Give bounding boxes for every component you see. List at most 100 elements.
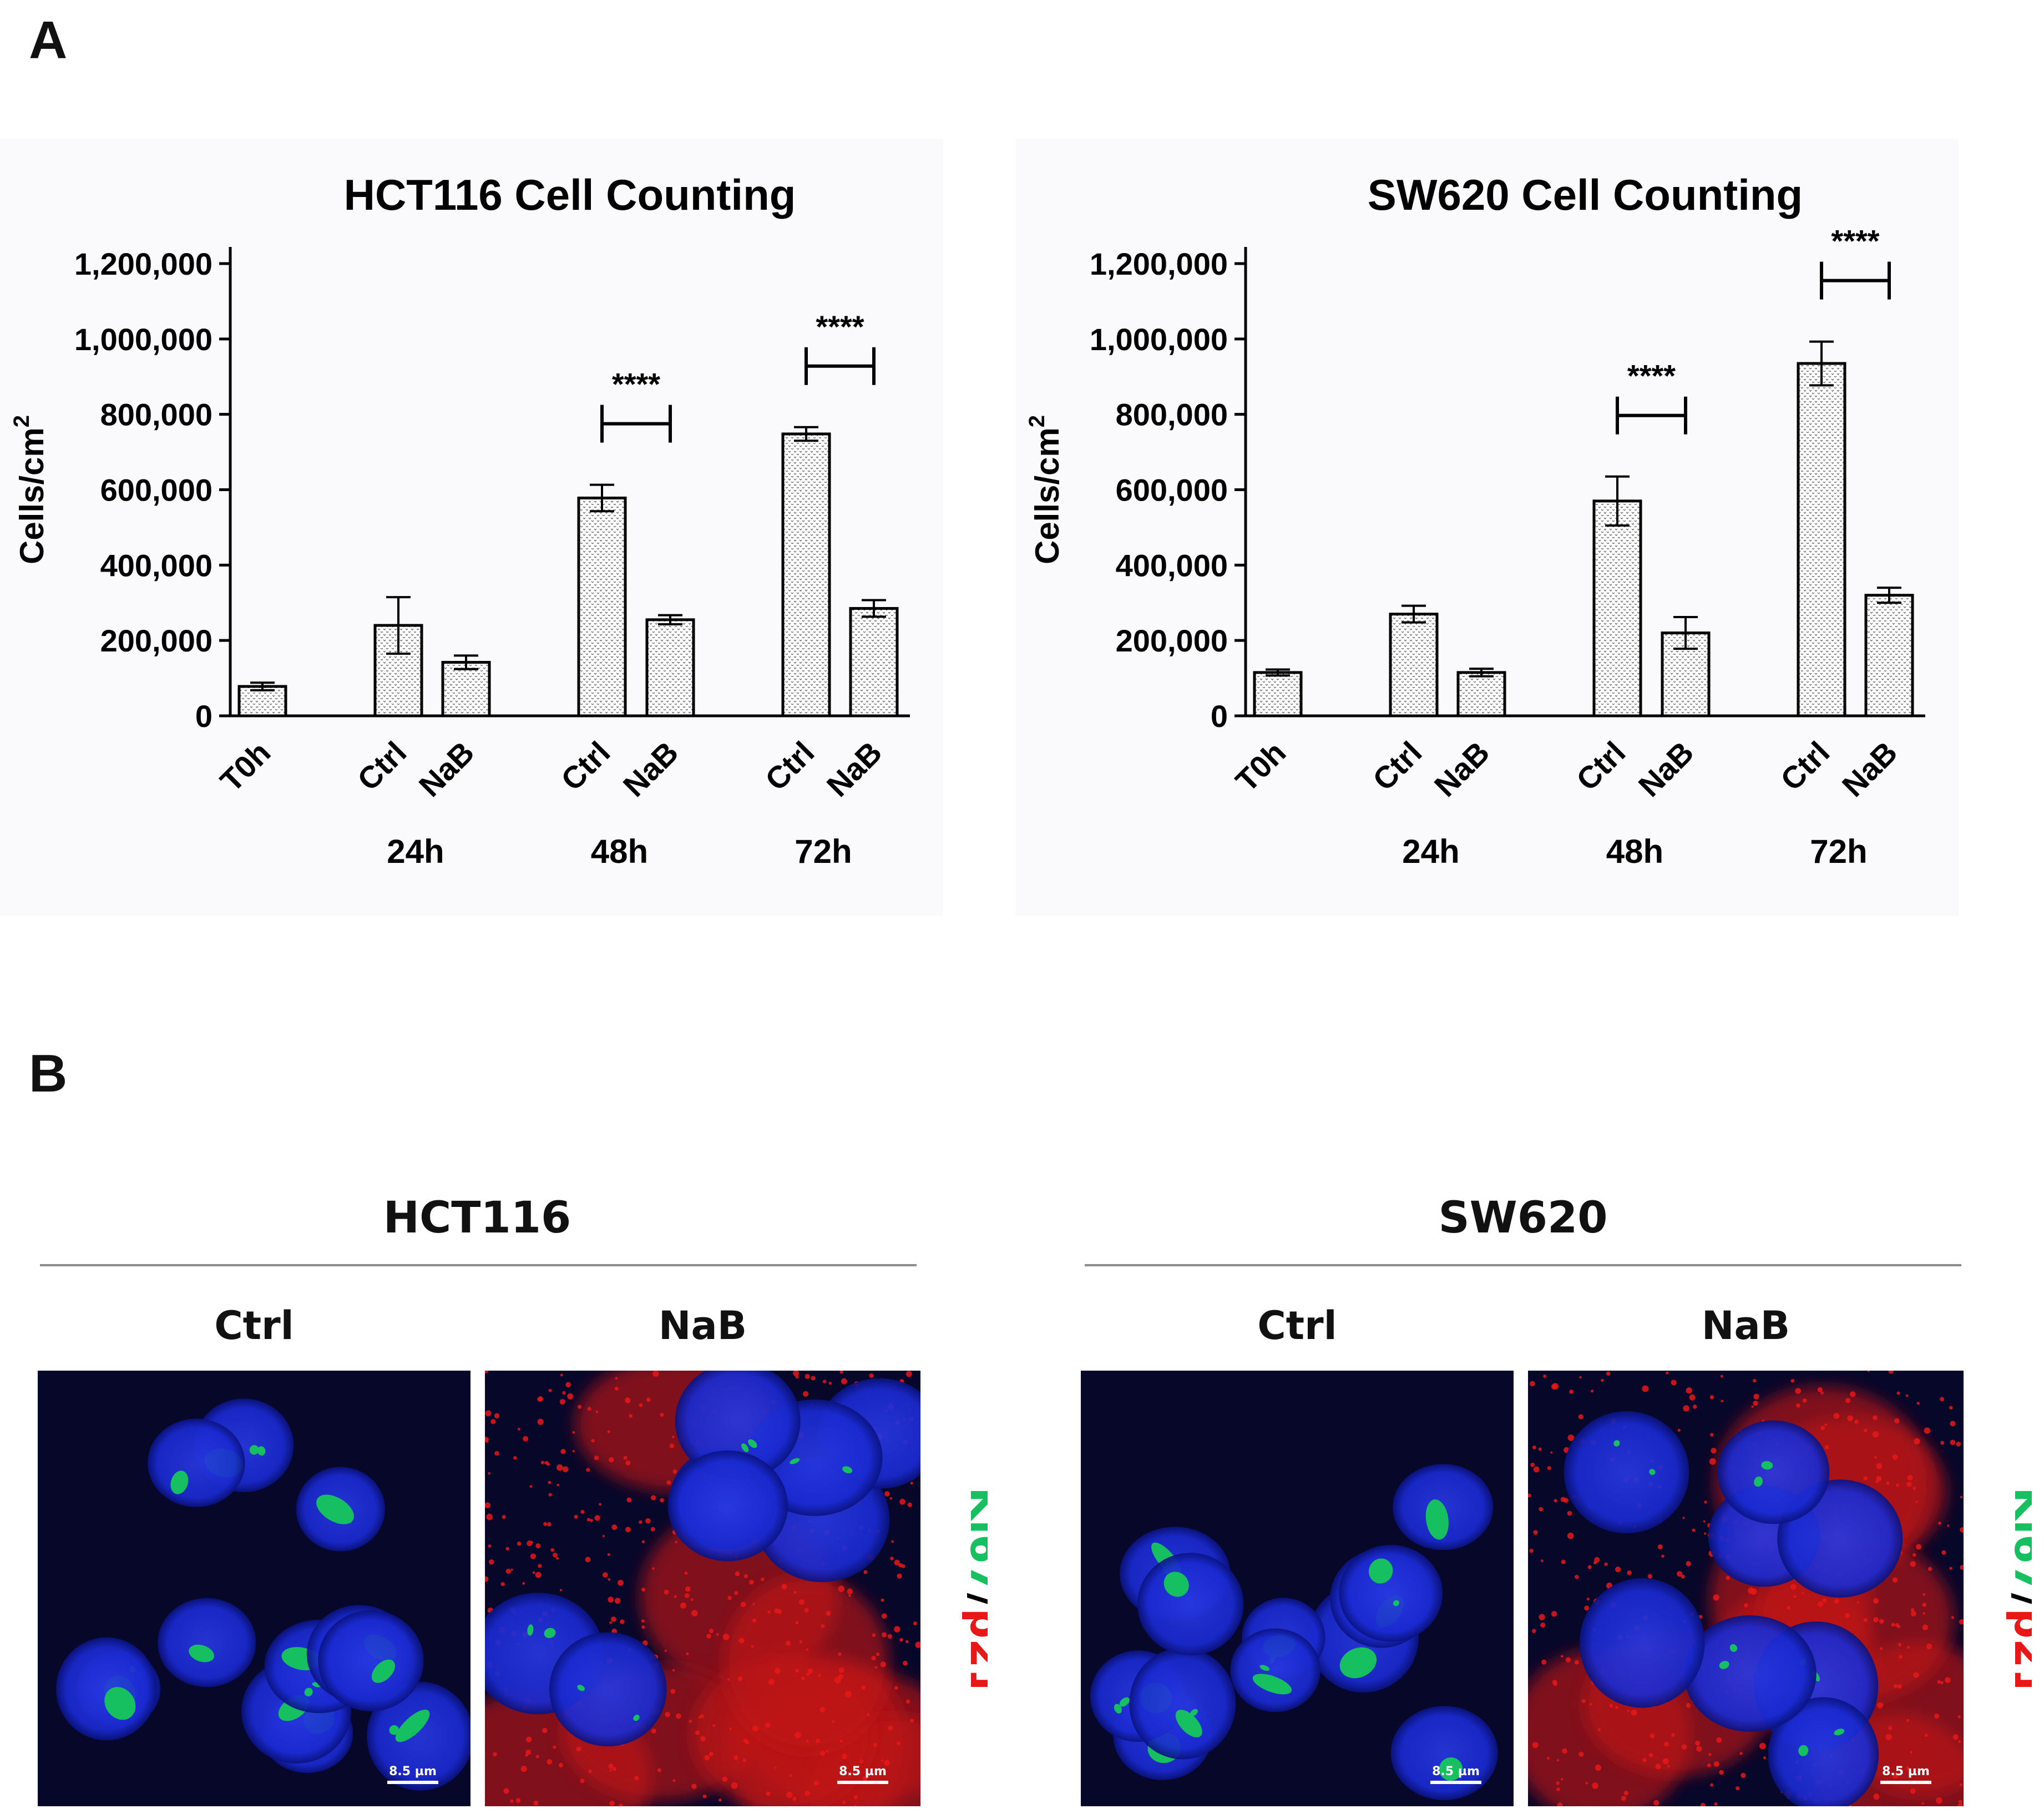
p21-puncta: [1661, 1554, 1664, 1558]
p21-puncta: [890, 1557, 894, 1560]
p21-puncta: [494, 1451, 499, 1456]
p21-puncta: [1709, 1395, 1714, 1399]
p21-puncta: [1938, 1522, 1941, 1525]
p21-puncta: [899, 1499, 905, 1505]
p21-puncta: [599, 1503, 601, 1506]
significance-label: ****: [1831, 224, 1879, 259]
p21-puncta: [1578, 1751, 1584, 1757]
ki67-signal: [1729, 1644, 1738, 1652]
sw620-heading: SW620: [1438, 1193, 1608, 1243]
p21-puncta: [838, 1652, 842, 1656]
p21-puncta: [881, 1598, 884, 1602]
p21-puncta: [1569, 1389, 1574, 1394]
p21-puncta: [641, 1540, 645, 1544]
ki67-signal: [1175, 1710, 1202, 1738]
p21-puncta: [805, 1790, 811, 1796]
ki67-signal: [842, 1466, 853, 1473]
y-tick-label: 200,000: [100, 623, 213, 658]
p21-puncta: [1910, 1751, 1913, 1754]
p21-puncta: [1790, 1584, 1797, 1590]
p21-puncta: [1867, 1371, 1870, 1372]
p21-puncta: [1663, 1741, 1669, 1747]
p21-puncta: [854, 1805, 857, 1806]
svg-text:Ki67/p21: Ki67/p21: [961, 1487, 988, 1687]
p21-puncta: [828, 1381, 832, 1385]
p21-puncta: [1689, 1394, 1696, 1401]
p21-puncta: [1913, 1487, 1916, 1490]
scale-bar: 8.5 µm: [387, 1765, 438, 1784]
p21-puncta: [634, 1776, 639, 1781]
nucleus: [1390, 1706, 1498, 1801]
p21-puncta: [1856, 1601, 1859, 1604]
p21-puncta: [1916, 1402, 1920, 1405]
p21-puncta: [657, 1768, 661, 1772]
p21-puncta: [485, 1576, 489, 1582]
p21-puncta: [1595, 1764, 1602, 1771]
y-tick-label: 400,000: [1116, 548, 1228, 583]
p21-label: p21: [961, 1608, 988, 1687]
p21-puncta: [1940, 1441, 1945, 1445]
p21-puncta: [1627, 1709, 1630, 1712]
nucleus: [1339, 1545, 1443, 1642]
p21-puncta: [1879, 1619, 1884, 1624]
p21-puncta: [1677, 1428, 1681, 1432]
p21-puncta: [547, 1522, 552, 1527]
p21-puncta: [1615, 1705, 1619, 1710]
p21-puncta: [1716, 1737, 1722, 1743]
p21-puncta: [884, 1491, 890, 1497]
p21-puncta: [1886, 1481, 1890, 1485]
ki67-signal: [748, 1439, 757, 1448]
p21-puncta: [660, 1498, 664, 1503]
group-label: 48h: [591, 833, 648, 870]
p21-puncta: [774, 1766, 777, 1769]
p21-puncta: [806, 1739, 809, 1743]
p21-puncta: [513, 1456, 517, 1460]
p21-puncta: [615, 1377, 618, 1380]
p21-puncta: [880, 1661, 887, 1668]
p21-puncta: [547, 1759, 553, 1765]
p21-puncta: [1551, 1383, 1557, 1390]
p21-puncta: [811, 1376, 816, 1381]
p21-puncta: [1623, 1790, 1629, 1796]
p21-puncta: [806, 1673, 809, 1676]
p21-puncta: [1592, 1782, 1598, 1789]
p21-puncta: [1532, 1742, 1539, 1749]
p21-puncta: [1557, 1802, 1563, 1806]
p21-puncta: [1692, 1528, 1696, 1532]
bar: [1253, 671, 1303, 718]
p21-puncta: [1854, 1419, 1859, 1424]
p21-puncta: [874, 1666, 878, 1669]
p21-puncta: [485, 1502, 491, 1509]
p21-puncta: [1682, 1517, 1685, 1519]
p21-puncta: [749, 1579, 754, 1585]
p21-puncta: [1881, 1703, 1884, 1706]
p21-puncta: [1899, 1655, 1903, 1659]
p21-puncta: [1532, 1445, 1536, 1449]
p21-puncta: [1907, 1645, 1910, 1649]
p21-puncta: [485, 1437, 489, 1442]
ki67-signal: [371, 1659, 395, 1683]
p21-puncta: [881, 1632, 887, 1638]
p21-puncta: [839, 1739, 843, 1743]
p21-puncta: [1741, 1772, 1746, 1778]
p21-puncta: [548, 1388, 552, 1392]
p21-puncta: [651, 1728, 656, 1734]
ki67-signal: [1834, 1729, 1845, 1736]
p21-puncta: [1817, 1387, 1823, 1392]
p21-puncta: [505, 1547, 509, 1551]
bar: [1592, 499, 1642, 718]
p21-puncta: [1959, 1619, 1964, 1625]
p21-puncta: [1530, 1462, 1535, 1467]
p21-puncta: [774, 1608, 779, 1614]
p21-puncta: [538, 1396, 544, 1402]
ki67-signal: [527, 1624, 534, 1636]
p21-puncta: [639, 1403, 643, 1407]
p21-puncta: [533, 1800, 539, 1806]
p21-puncta: [826, 1610, 831, 1616]
p21-puncta: [735, 1571, 740, 1577]
nucleus: [158, 1598, 256, 1687]
p21-puncta: [609, 1800, 615, 1806]
p21-puncta: [535, 1543, 541, 1549]
p21-puncta: [1650, 1733, 1655, 1739]
p21-puncta: [572, 1450, 575, 1453]
